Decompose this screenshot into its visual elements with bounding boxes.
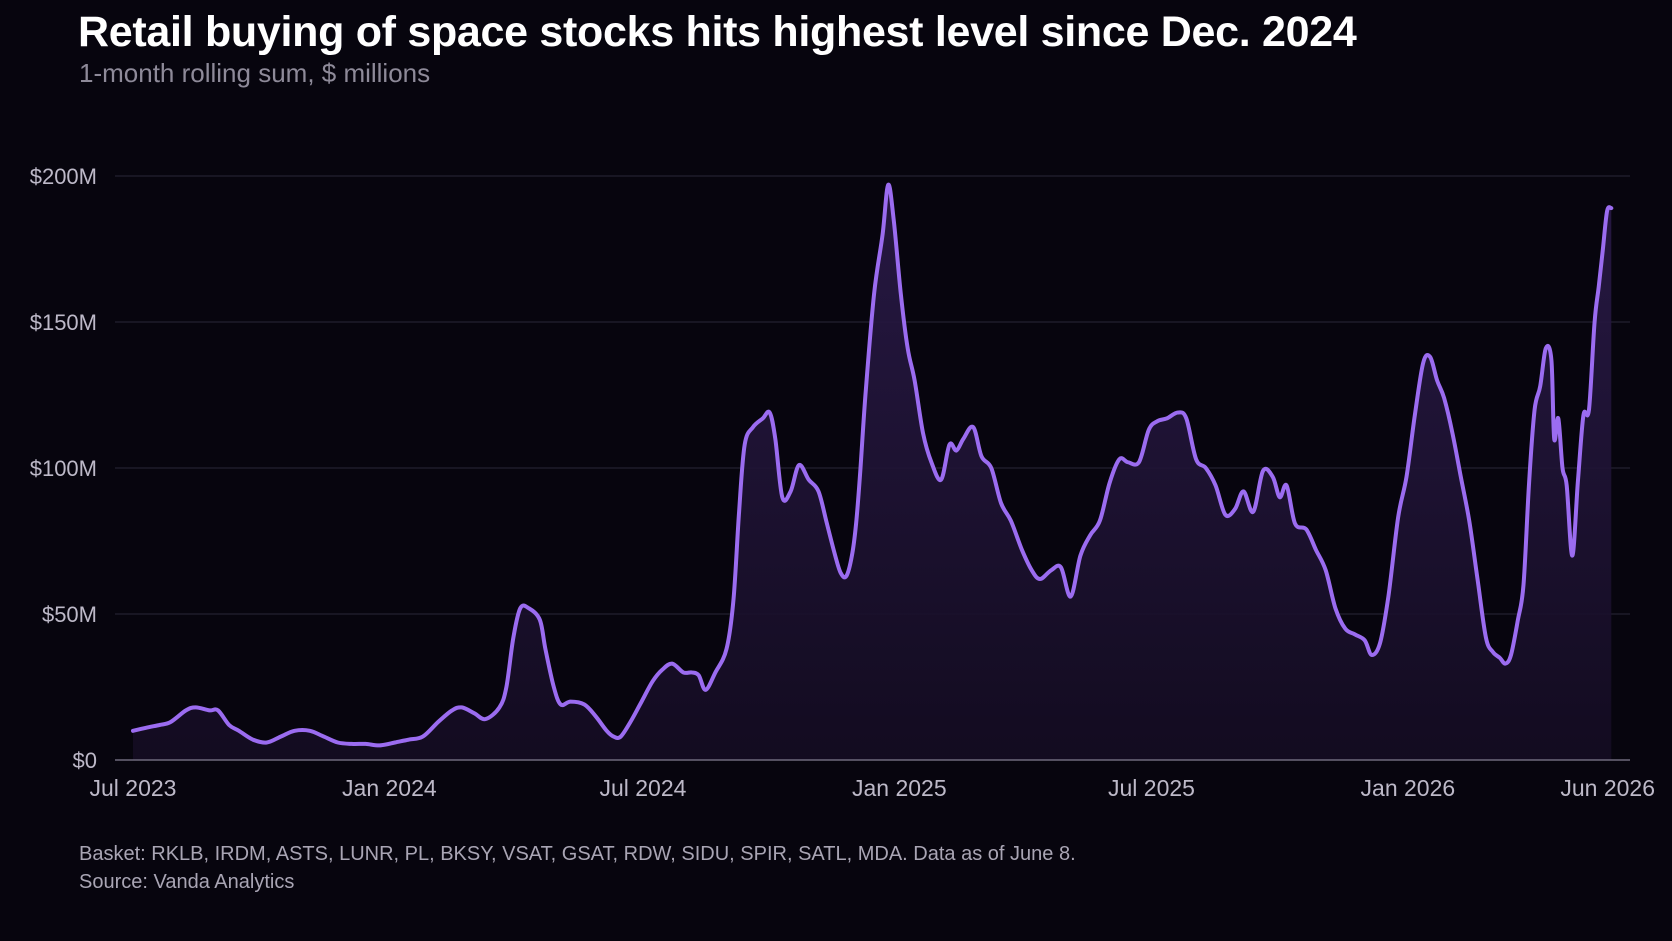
chart-title: Retail buying of space stocks hits highe… — [78, 8, 1357, 56]
series-line — [131, 182, 1614, 748]
basket-note: Basket: RKLB, IRDM, ASTS, LUNR, PL, BKSY… — [79, 843, 1076, 865]
x-tick-label: Jul 2023 — [90, 775, 177, 801]
x-tick-label: Jun 2026 — [1560, 775, 1655, 801]
x-tick-label: Jul 2025 — [1108, 775, 1195, 801]
series-area — [133, 184, 1612, 761]
chart-subtitle: 1-month rolling sum, $ millions — [79, 58, 431, 88]
x-tick-label: Jan 2025 — [852, 775, 947, 801]
x-tick-label: Jan 2026 — [1361, 775, 1456, 801]
y-tick-label: $50M — [42, 602, 97, 627]
y-tick-label: $100M — [30, 456, 97, 481]
y-tick-label: $0 — [73, 748, 97, 773]
series-line-layer — [131, 182, 1614, 748]
axes: $0 $50M $100M $150M $200M Jul 2023 Jan 2024 Jul… — [30, 164, 1655, 801]
x-tick-label: Jul 2024 — [599, 775, 686, 801]
area-fill-layer — [133, 184, 1612, 761]
x-tick-label: Jan 2024 — [342, 775, 437, 801]
y-tick-label: $150M — [30, 310, 97, 335]
y-tick-label: $200M — [30, 164, 97, 189]
source-note: Source: Vanda Analytics — [79, 871, 295, 893]
